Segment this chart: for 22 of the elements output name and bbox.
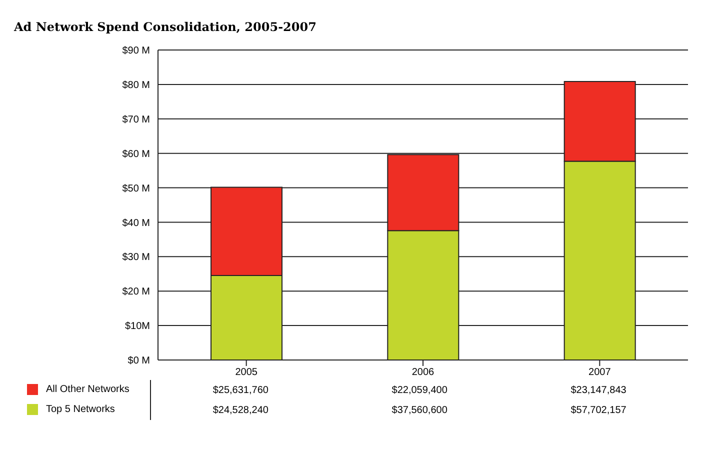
y-tick-label: $20 M [122,286,150,298]
legend-label: Top 5 Networks [8,400,151,420]
data-label: $25,631,760 [212,384,270,398]
y-tick-label: $80 M [122,80,150,91]
y-tick-label: $30 M [122,252,150,264]
chart-title: Ad Network Spend Consolidation, 2005-2007 [12,19,318,36]
data-label: $22,059,400 [390,384,448,398]
y-tick-label: $50 M [122,183,150,194]
x-tick-label: 2007 [588,367,612,378]
legend-label: All Other Networks [8,380,151,400]
y-tick-label: $10M [124,321,150,332]
y-tick-label: $40 M [122,218,150,229]
data-label: $23,147,843 [570,384,628,398]
y-tick-label: $0 M [128,356,150,367]
data-label: $57,702,157 [570,404,628,418]
data-label: $37,560,600 [390,404,448,418]
y-tick-label: $70 M [122,114,150,126]
x-tick-label: 2005 [235,367,258,378]
y-tick-label: $60 M [122,148,150,160]
y-tick-label: $90 M [122,46,150,57]
x-tick-label: 2006 [412,367,435,378]
data-label: $24,528,240 [212,404,270,418]
